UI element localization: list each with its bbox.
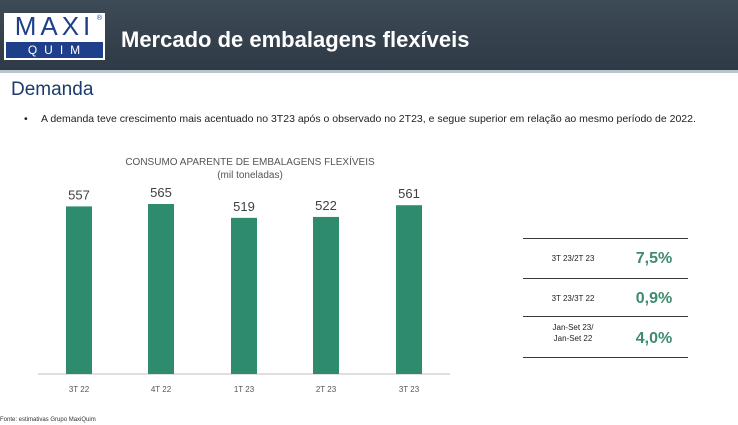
bar-2t-23 [313,216,339,374]
kpi-value-yoy: 0,9% [635,290,673,307]
kpi-divider [523,316,688,317]
bar-data-label: 557 [68,187,90,202]
bar-4t-22 [148,204,174,374]
logo-wordmark-bottom: QUIM [6,42,103,58]
maxiquim-logo: MAXI ® QUIM [4,13,105,60]
header-bar: MAXI ® QUIM Mercado de embalagens flexív… [0,0,738,70]
bullet-text: A demanda teve crescimento mais acentuad… [41,113,696,125]
x-tick-label: 2T 23 [316,385,337,394]
x-tick-label: 1T 23 [234,385,255,394]
source-note: Fonte: estimativas Grupo MaxiQuim [0,417,96,423]
logo-wordmark-top: MAXI [14,11,95,41]
x-tick-label: 4T 22 [151,385,172,394]
kpi-value-ytd: 4,0% [635,330,673,347]
kpi-divider [523,278,688,279]
x-tick-label: 3T 23 [399,385,420,394]
bar-data-label: 561 [398,186,420,201]
bar-data-label: 519 [233,199,255,214]
kpi-divider [523,238,688,239]
kpi-divider [523,357,688,358]
x-tick-label: 3T 22 [69,385,90,394]
kpi-label-qoq: 3T 23/2T 23 [551,254,595,263]
header-divider [0,70,738,73]
bar-3t-23 [396,205,422,374]
logo-registered-mark: ® [96,15,102,22]
section-title: Demanda [11,79,94,100]
kpi-label-ytd-line1: Jan-Set 23/ [552,323,594,332]
kpi-label-ytd-line2: Jan-Set 22 [553,334,593,343]
bar-3t-22 [66,206,92,374]
kpi-label-yoy: 3T 23/3T 22 [551,294,595,303]
bullet-marker: • [24,113,28,125]
bar-data-label: 565 [150,185,172,200]
chart-title: CONSUMO APARENTE DE EMBALAGENS FLEXÍVEIS [125,157,375,168]
kpi-value-qoq: 7,5% [635,250,673,267]
bar-1t-23 [231,217,257,374]
slide-title: Mercado de embalagens flexíveis [121,27,470,52]
bar-data-label: 522 [315,198,337,213]
chart-unit-label: (mil toneladas) [217,170,283,181]
